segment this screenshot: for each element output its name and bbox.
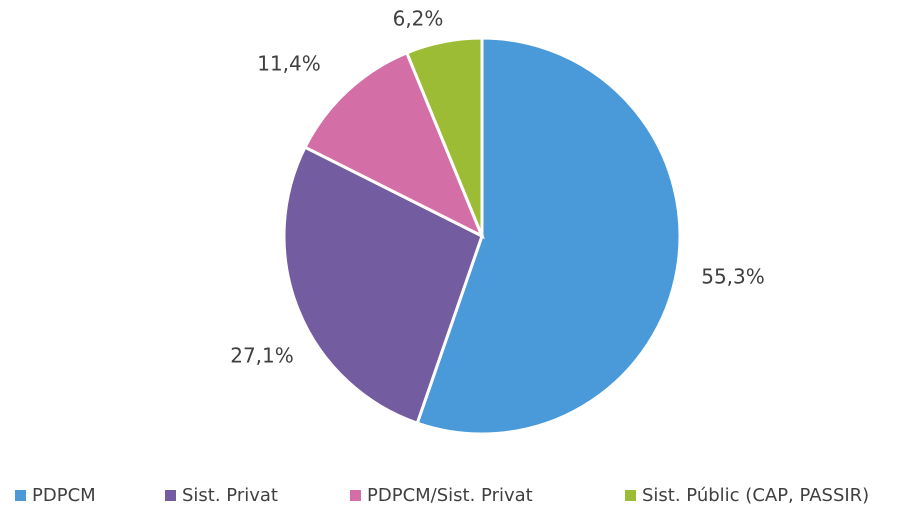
data-label: 27,1% bbox=[230, 344, 294, 368]
pie-slice bbox=[282, 145, 484, 426]
data-label: 55,3% bbox=[701, 265, 765, 289]
data-label: 11,4% bbox=[257, 52, 321, 76]
legend-swatch bbox=[625, 490, 636, 501]
legend-label: PDPCM/Sist. Privat bbox=[367, 485, 533, 506]
legend-swatch bbox=[350, 490, 361, 501]
legend-label: Sist. Privat bbox=[182, 485, 278, 506]
legend-label: PDPCM bbox=[32, 485, 96, 506]
data-label: 6,2% bbox=[393, 7, 444, 31]
legend-swatch bbox=[15, 490, 26, 501]
legend-label: Sist. Públic (CAP, PASSIR) bbox=[642, 485, 869, 506]
pie-slice bbox=[303, 50, 485, 240]
legend-swatch bbox=[165, 490, 176, 501]
pie-slice bbox=[404, 36, 484, 237]
